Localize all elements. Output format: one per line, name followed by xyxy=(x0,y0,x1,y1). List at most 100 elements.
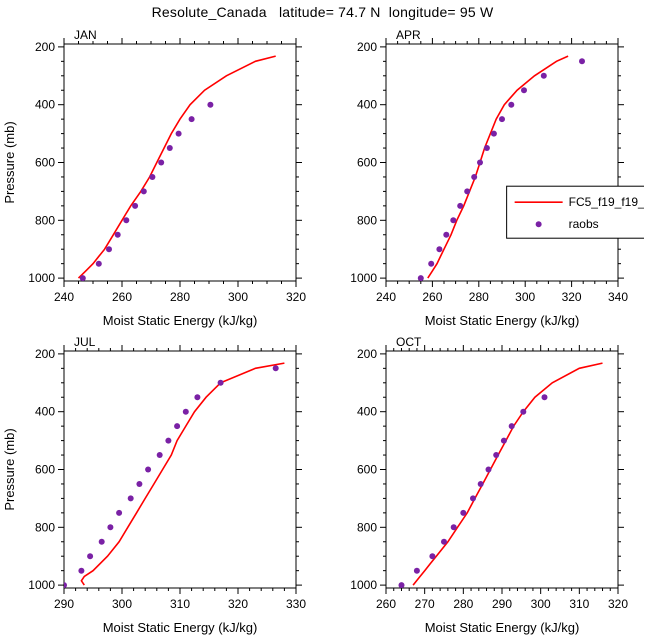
x-tick-labels: 240 260 280 300 320 340 xyxy=(376,290,628,304)
raobs-dot xyxy=(272,365,279,372)
raobs-dots xyxy=(79,101,214,281)
chart-panel-jan: 240 260 280 300 320 200 400 600 800 1000 JAN Moist … xyxy=(2,28,306,328)
raobs-dot xyxy=(477,481,484,487)
raobs-dot xyxy=(477,159,483,166)
raobs-dot xyxy=(450,217,457,224)
x-axis-title: Moist Static Energy (kJ/kg) xyxy=(425,313,580,328)
panel-label: JAN xyxy=(74,28,97,42)
raobs-dot xyxy=(158,159,165,166)
raobs-dot xyxy=(78,567,85,574)
y-tick-labels: 200 400 600 800 1000 xyxy=(28,347,55,592)
raobs-dot xyxy=(87,553,94,560)
legend: FC5_f19_f19_03raobs xyxy=(506,185,644,239)
legend-raobs-label: raobs xyxy=(569,217,599,231)
raobs-dot xyxy=(95,260,102,267)
svg-text:280: 280 xyxy=(469,290,489,304)
plot-frame xyxy=(385,43,619,282)
svg-text:800: 800 xyxy=(35,520,55,534)
raobs-dot xyxy=(417,275,424,281)
svg-text:600: 600 xyxy=(35,156,55,170)
raobs-dot xyxy=(114,231,121,238)
raobs-dot xyxy=(106,246,112,253)
svg-text:280: 280 xyxy=(453,597,473,611)
raobs-dot xyxy=(428,260,435,267)
raobs-dot xyxy=(64,582,67,588)
x-axis-title: Moist Static Energy (kJ/kg) xyxy=(103,313,258,328)
raobs-dot xyxy=(145,466,152,473)
tick-marks xyxy=(380,38,624,287)
x-axis-title: Moist Static Energy (kJ/kg) xyxy=(425,620,580,635)
raobs-dot xyxy=(156,452,163,458)
svg-text:260: 260 xyxy=(422,290,442,304)
chart-panel-jul: 290 300 310 320 330 200 400 600 800 1000 JUL Moist … xyxy=(2,335,306,635)
svg-text:600: 600 xyxy=(357,156,377,170)
raobs-dot xyxy=(127,495,134,502)
svg-text:200: 200 xyxy=(357,347,377,361)
raobs-dot xyxy=(508,101,515,108)
page-title: Resolute_Canada latitude= 74.7 N longitu… xyxy=(151,4,494,20)
raobs-dot xyxy=(485,466,492,473)
raobs-dot xyxy=(116,509,123,516)
model-line xyxy=(77,55,276,279)
raobs-dot xyxy=(499,116,505,123)
raobs-dot xyxy=(520,408,527,415)
raobs-dot xyxy=(165,437,172,444)
svg-text:600: 600 xyxy=(35,463,55,477)
svg-text:300: 300 xyxy=(228,290,248,304)
y-tick-labels: 200 400 600 800 1000 xyxy=(350,347,377,592)
raobs-dot xyxy=(500,437,507,444)
raobs-dot xyxy=(149,174,156,180)
raobs-dot xyxy=(140,188,147,195)
y-tick-labels: 200 400 600 800 1000 xyxy=(28,40,55,285)
svg-text:240: 240 xyxy=(376,290,396,304)
x-axis-title: Moist Static Energy (kJ/kg) xyxy=(103,620,258,635)
chart-panel-oct: 260 270 280 290 300 310 320 200 400 600 800 1000 OCT… xyxy=(350,335,628,635)
raobs-dot xyxy=(540,72,547,79)
raobs-dot xyxy=(521,87,527,94)
raobs-dot xyxy=(470,495,476,502)
svg-text:200: 200 xyxy=(357,40,377,54)
tick-marks xyxy=(380,345,624,594)
raobs-dot xyxy=(207,101,214,108)
svg-text:200: 200 xyxy=(35,40,55,54)
svg-text:400: 400 xyxy=(35,98,55,112)
raobs-dot xyxy=(541,394,548,401)
svg-text:800: 800 xyxy=(357,213,377,227)
svg-text:1000: 1000 xyxy=(28,271,55,285)
raobs-dot xyxy=(79,275,86,281)
raobs-dot xyxy=(493,452,500,458)
raobs-dot xyxy=(429,553,436,560)
raobs-dot xyxy=(188,116,195,123)
plot-frame xyxy=(63,43,297,282)
raobs-dot xyxy=(182,408,189,415)
raobs-dot xyxy=(194,394,201,401)
model-line xyxy=(412,362,603,586)
svg-text:330: 330 xyxy=(286,597,306,611)
svg-text:200: 200 xyxy=(35,347,55,361)
svg-text:400: 400 xyxy=(35,405,55,419)
svg-text:320: 320 xyxy=(228,597,248,611)
svg-text:290: 290 xyxy=(54,597,74,611)
svg-text:400: 400 xyxy=(357,98,377,112)
model-line xyxy=(80,362,285,586)
svg-text:300: 300 xyxy=(531,597,551,611)
svg-text:300: 300 xyxy=(112,597,132,611)
panel-label: OCT xyxy=(396,335,422,349)
legend-dot-sample xyxy=(535,221,542,228)
svg-text:1000: 1000 xyxy=(28,578,55,592)
raobs-dot xyxy=(508,423,515,430)
panel-label: APR xyxy=(396,28,421,42)
raobs-dot xyxy=(457,202,464,209)
raobs-dot xyxy=(450,524,457,531)
svg-text:270: 270 xyxy=(415,597,435,611)
svg-text:280: 280 xyxy=(170,290,190,304)
svg-text:310: 310 xyxy=(569,597,589,611)
tick-marks xyxy=(58,345,302,594)
svg-text:340: 340 xyxy=(608,290,628,304)
chart-panel-apr: 240 260 280 300 320 340 200 400 600 800 1000 APR Moi… xyxy=(350,28,644,328)
x-tick-labels: 260 270 280 290 300 310 320 xyxy=(376,597,628,611)
y-axis-title: Pressure (mb) xyxy=(2,121,17,203)
tick-marks xyxy=(58,38,302,287)
raobs-dots xyxy=(417,58,585,281)
svg-text:290: 290 xyxy=(492,597,512,611)
